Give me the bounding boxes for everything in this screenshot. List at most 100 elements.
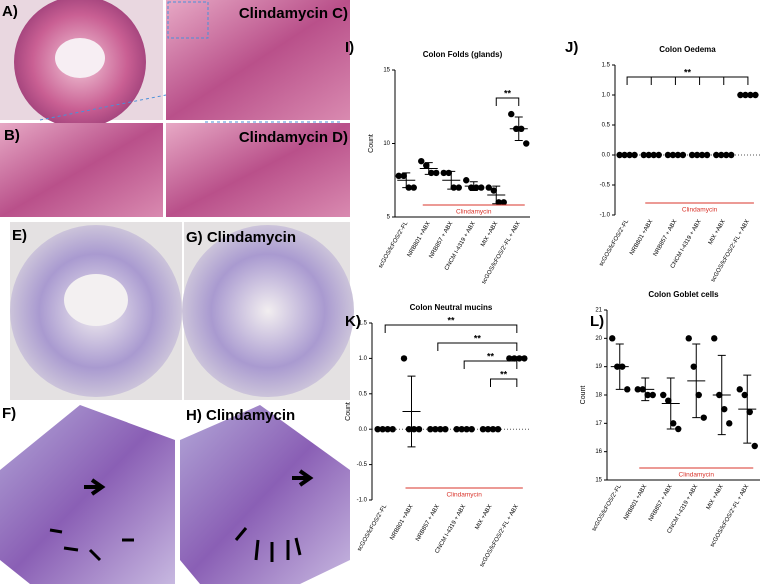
x-tick-label: scGOS/lcFOS/2'-FL [357, 503, 389, 552]
data-point [609, 335, 616, 342]
data-point [410, 184, 417, 191]
data-point [736, 386, 743, 393]
annotation-text: Clindamycin [682, 207, 718, 214]
error-bar [666, 377, 675, 430]
x-tick-label: NRB801 +ABX [629, 219, 654, 257]
y-tick-label: 1.0 [602, 93, 611, 99]
chart-title: Colon Neutral mucins [410, 303, 493, 312]
chart-title: Colon Goblet cells [648, 290, 719, 299]
data-point [415, 426, 423, 433]
x-tick-label: scGOS/lcFOS/2'-FL [378, 220, 410, 269]
data-point [405, 426, 413, 433]
data-point [675, 425, 682, 433]
error-bar [447, 170, 456, 190]
data-point [455, 184, 462, 191]
error-bar [743, 374, 752, 444]
histology: A) Clindamycin C) B) Clindamycin D) E) G… [0, 0, 354, 584]
significance-label: ** [447, 315, 455, 325]
y-axis-label: Count [580, 386, 587, 405]
x-tick-label: MIX +ABX [706, 484, 725, 511]
x-tick-label: scGOS/lcFOS/2'-FL [599, 218, 631, 267]
annotation-text: Clindamycin [679, 472, 715, 479]
y-tick-label: -0.5 [600, 183, 611, 189]
y-tick-label: 21 [595, 308, 602, 314]
data-point [746, 408, 753, 416]
panel-label: B) [4, 127, 20, 144]
significance-label: ** [487, 351, 495, 361]
error-bar [469, 181, 478, 192]
significance-bracket [490, 378, 518, 387]
data-point [395, 172, 402, 180]
error-bar [492, 185, 501, 205]
panel-label: H) Clindamycin [186, 407, 295, 424]
annotation-text: Clindamycin [456, 209, 492, 216]
arrow [292, 469, 314, 487]
y-tick-label: -1.0 [357, 498, 368, 504]
y-tick-label: 10 [383, 141, 390, 147]
tick-marks [49, 527, 302, 562]
x-tick-label: NRB801 +ABX [407, 221, 432, 259]
x-tick-label: NRB857 + ABX [648, 484, 674, 523]
panel-label: J) [565, 39, 578, 56]
data-point [400, 355, 408, 362]
y-tick-label: 1.5 [602, 63, 611, 69]
data-point [418, 157, 425, 165]
chart-title: Colon Oedema [659, 45, 716, 54]
error-bar [692, 343, 701, 419]
y-tick-label: 16 [595, 449, 602, 455]
x-tick-label: scGOS/lcFOS/2'-FL + ABX [481, 221, 522, 286]
chart-title: Colon Folds (glands) [423, 50, 503, 59]
data-point [500, 199, 507, 206]
x-tick-label: CNCM I-4319 + ABX [434, 504, 467, 555]
y-tick-label: 19 [595, 364, 602, 370]
data-point [523, 140, 530, 147]
y-tick-label: 0.0 [359, 427, 368, 433]
data-point [463, 177, 470, 184]
inset [167, 1, 209, 39]
y-tick-label: 0.0 [602, 153, 611, 159]
panel-label: Clindamycin D) [239, 129, 348, 146]
lumen [55, 38, 105, 78]
error-bar [514, 116, 523, 142]
panel-c [166, 0, 350, 120]
data-point [624, 386, 631, 393]
x-tick-label: NRB801 +ABX [389, 504, 414, 542]
significance-bracket [384, 324, 518, 333]
data-point [700, 414, 707, 421]
error-bar [407, 375, 416, 448]
y-tick-label: 15 [595, 478, 602, 484]
significance-bracket [463, 360, 518, 369]
data-point [665, 397, 672, 404]
error-bar [402, 172, 411, 189]
data-point [410, 426, 418, 433]
y-tick-label: 15 [383, 68, 390, 74]
y-tick-label: 1.0 [359, 356, 368, 362]
y-tick-label: -0.5 [357, 462, 368, 468]
panel-b [0, 123, 163, 217]
significance-bracket [495, 97, 520, 106]
x-tick-label: MIX +ABX [474, 504, 493, 531]
x-tick-label: CNCM I-4319 + ABX [667, 484, 700, 535]
data-point [711, 335, 718, 342]
panel-label: Clindamycin C) [239, 5, 348, 22]
y-tick-label: -1.0 [600, 213, 611, 219]
panel-label: I) [345, 39, 354, 56]
significance-label: ** [474, 333, 482, 343]
y-tick-label: 1.5 [359, 321, 368, 327]
significance-label: ** [684, 67, 692, 77]
data-point [741, 391, 748, 399]
panel-f [0, 405, 175, 584]
panel-label: F) [2, 405, 16, 422]
panel-d [166, 123, 350, 217]
x-tick-label: scGOS/lcFOS/2'-FL [591, 483, 623, 532]
data-point [670, 420, 677, 427]
colon-section [182, 225, 354, 397]
significance-bracket [626, 76, 749, 85]
y-tick-label: 17 [595, 421, 602, 427]
y-tick-label: 20 [595, 336, 602, 342]
significance-label: ** [504, 88, 512, 98]
x-tick-label: NRB857 + ABX [429, 221, 455, 260]
data-point [440, 169, 447, 177]
data-point [490, 187, 497, 194]
